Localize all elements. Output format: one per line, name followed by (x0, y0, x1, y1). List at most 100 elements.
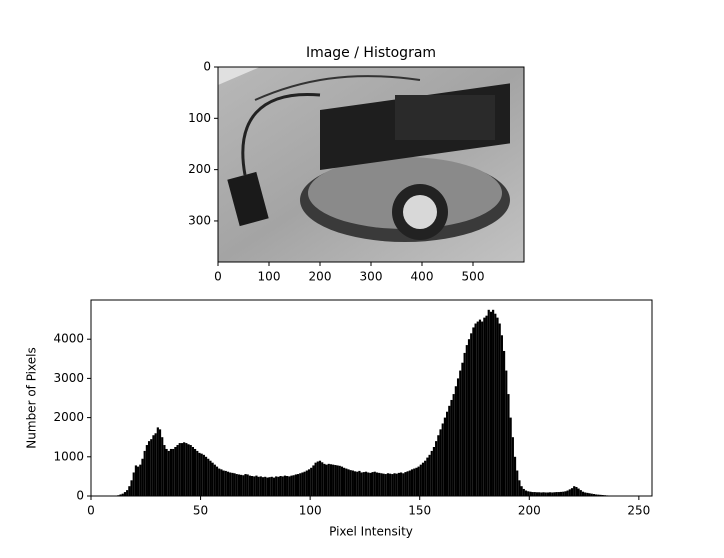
y-tick-label: 4000 (53, 332, 84, 346)
bar (378, 472, 381, 496)
bar (296, 474, 300, 496)
bar (250, 476, 254, 496)
bar (481, 321, 484, 496)
bar (483, 317, 486, 496)
bar (533, 492, 536, 496)
bar (380, 473, 383, 496)
bar (408, 470, 411, 496)
bar (235, 474, 238, 496)
bar (446, 411, 449, 496)
bar (553, 492, 556, 496)
bar (509, 417, 512, 496)
bar (248, 475, 251, 496)
bar (356, 471, 359, 496)
bar (345, 468, 348, 496)
bar (535, 492, 539, 496)
bar (415, 467, 418, 496)
bar (487, 309, 490, 496)
bar (575, 486, 578, 496)
bar (312, 465, 315, 496)
bar (286, 476, 289, 496)
bar (161, 437, 164, 496)
bar (264, 476, 267, 496)
bar (542, 492, 545, 496)
x-tick-label: 0 (214, 270, 222, 284)
bar (568, 489, 571, 496)
bar (424, 460, 427, 496)
bar (257, 476, 260, 496)
bar (421, 462, 425, 496)
bar (353, 471, 357, 496)
x-tick-label: 0 (87, 504, 95, 518)
x-tick-label: 400 (411, 270, 434, 284)
bar (467, 339, 471, 496)
bar (452, 394, 455, 496)
x-tick-label: 500 (462, 270, 485, 284)
bar (518, 480, 521, 496)
bar (307, 469, 311, 496)
bar (294, 474, 297, 496)
bar (595, 494, 598, 496)
bar (538, 492, 541, 496)
bar (224, 470, 227, 496)
bar (511, 437, 514, 496)
bar (529, 491, 532, 496)
y-tick-label: 0 (76, 489, 84, 503)
bar (399, 472, 403, 496)
bar (119, 494, 122, 496)
bar (505, 370, 508, 496)
bar (459, 370, 462, 496)
bar (261, 477, 265, 496)
bar (419, 464, 422, 496)
bar (244, 474, 247, 496)
bar (169, 448, 173, 496)
bar (402, 473, 405, 496)
bar (198, 452, 201, 496)
bar (240, 474, 243, 496)
bar (336, 465, 339, 496)
x-tick-label: 150 (408, 504, 431, 518)
bar (472, 327, 475, 496)
bar (185, 443, 188, 496)
bar (437, 435, 440, 496)
y-tick-label: 100 (188, 111, 211, 125)
bar (599, 494, 602, 496)
bar (237, 474, 241, 496)
bar (202, 454, 205, 496)
bar (163, 445, 166, 496)
bar (590, 493, 593, 496)
bar (343, 467, 346, 496)
bar (123, 492, 127, 496)
bar (492, 309, 495, 496)
x-tick-label: 100 (258, 270, 281, 284)
bar (439, 429, 442, 496)
bar (329, 464, 333, 496)
y-tick-label: 2000 (53, 410, 84, 424)
bar (551, 492, 554, 496)
bar (527, 491, 530, 496)
bar (500, 335, 503, 496)
bar (321, 462, 324, 496)
bar (183, 442, 186, 496)
bar (323, 463, 326, 496)
bar (597, 494, 600, 496)
bar (507, 394, 510, 496)
bar (478, 319, 482, 496)
bar (485, 315, 488, 496)
bar (191, 447, 194, 496)
bar (391, 474, 394, 496)
bar (180, 443, 184, 496)
bar (128, 486, 131, 496)
bar (592, 494, 596, 496)
bar (233, 473, 236, 496)
bar (134, 465, 138, 496)
x-tick-label: 100 (299, 504, 322, 518)
bar (540, 492, 543, 496)
bar (121, 493, 124, 496)
chart-title: Image / Histogram (306, 45, 436, 61)
bar (389, 473, 392, 496)
bar (207, 458, 210, 496)
bar (165, 448, 168, 496)
bar (154, 433, 157, 496)
bar (279, 476, 282, 496)
